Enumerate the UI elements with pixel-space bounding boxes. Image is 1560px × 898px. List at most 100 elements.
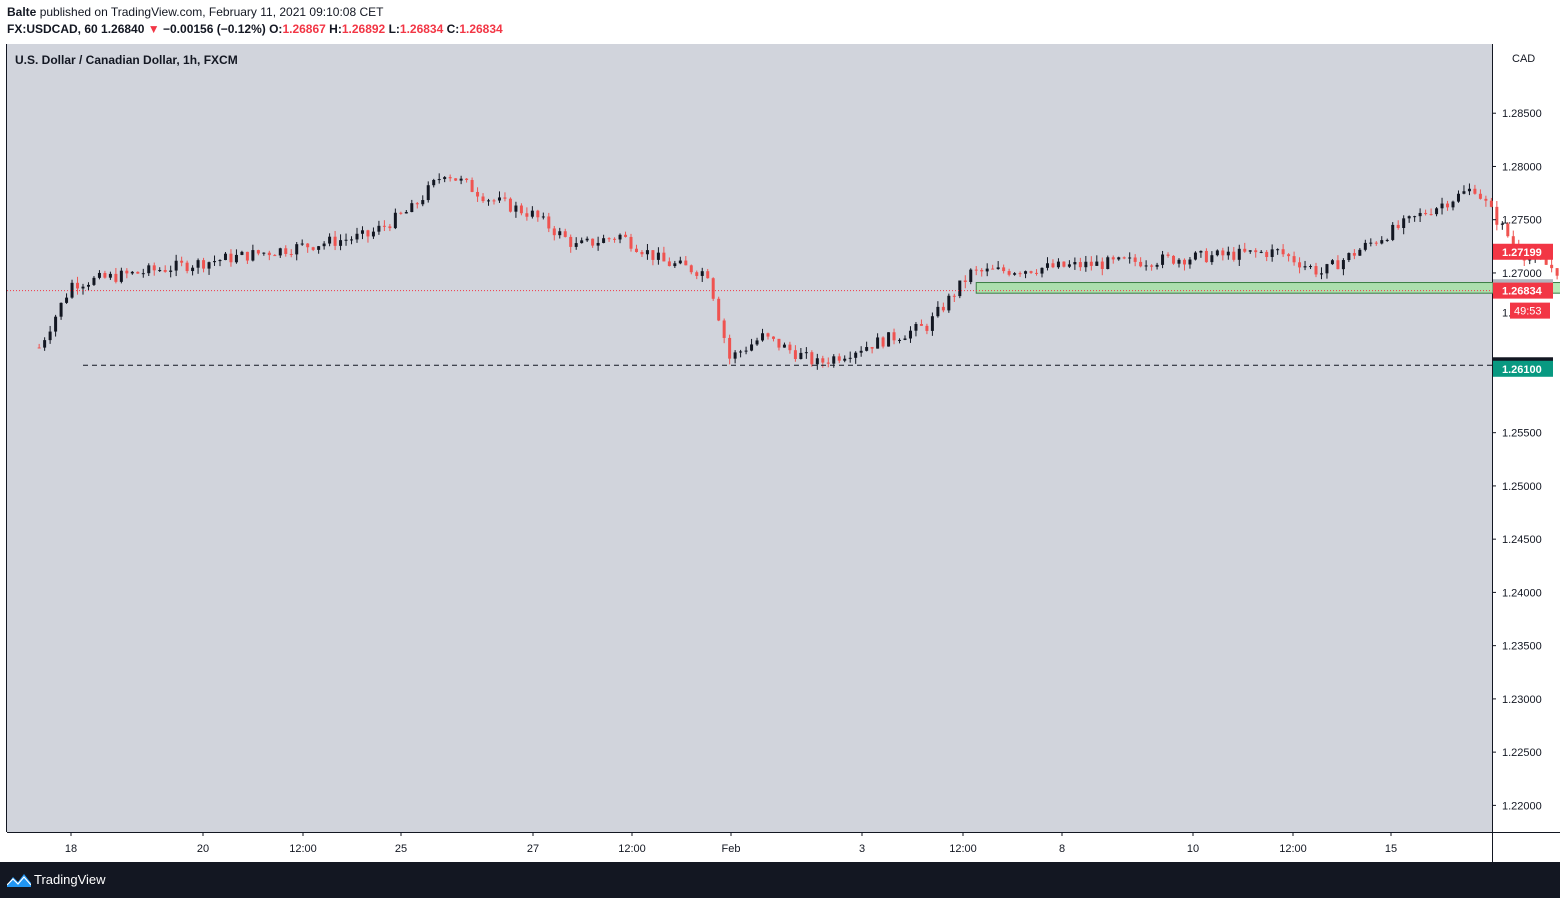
candle-body xyxy=(1413,216,1417,218)
chart-area[interactable]: 1.28500 1.28000 1.27500 1.27000 1.25500 1.250… xyxy=(0,44,1560,862)
candle-body xyxy=(1330,260,1334,265)
candle-body xyxy=(371,231,375,237)
candle-body xyxy=(1292,256,1296,263)
candle-body xyxy=(1100,261,1104,269)
candle xyxy=(245,251,249,264)
candle-body xyxy=(914,323,918,331)
candle xyxy=(371,227,375,239)
candle-body xyxy=(1402,218,1406,228)
candle xyxy=(174,254,178,277)
candle-body xyxy=(963,280,967,282)
candle-body xyxy=(1243,248,1247,252)
candle-body xyxy=(366,230,370,237)
x-tick-label: 12:00 xyxy=(289,843,317,855)
candle-body xyxy=(344,239,348,241)
candle-body xyxy=(426,185,430,201)
candle-body xyxy=(941,306,945,311)
candle-body xyxy=(1259,251,1263,253)
candle-body xyxy=(865,347,869,351)
candle-body xyxy=(558,231,562,236)
candle-body xyxy=(1358,249,1362,256)
candle-body xyxy=(1215,250,1219,256)
candle-body xyxy=(673,263,677,267)
tradingview-logo-icon[interactable] xyxy=(7,873,31,887)
candle xyxy=(1358,248,1362,256)
candle-body xyxy=(563,231,567,237)
candle-body xyxy=(974,269,978,271)
candle-body xyxy=(980,269,984,272)
candle xyxy=(1391,222,1395,242)
candle xyxy=(563,228,567,238)
price-chart[interactable]: 1.28500 1.28000 1.27500 1.27000 1.25500 1.250… xyxy=(0,44,1560,862)
candle xyxy=(865,341,869,352)
candle-body xyxy=(777,338,781,348)
candle-body xyxy=(1221,250,1225,256)
candle xyxy=(1336,255,1340,270)
candle-body xyxy=(86,284,90,287)
candle xyxy=(399,211,403,215)
candle xyxy=(141,268,145,278)
candle xyxy=(388,224,392,232)
candle-body xyxy=(667,261,671,267)
candle-body xyxy=(1309,266,1313,268)
candle xyxy=(1440,197,1444,215)
candle xyxy=(651,250,655,266)
candle-body xyxy=(43,340,47,348)
candle xyxy=(1451,200,1455,211)
candle-body xyxy=(1550,264,1554,269)
candle-body xyxy=(1188,259,1192,265)
candle xyxy=(256,249,260,256)
candle-body xyxy=(848,357,852,359)
candle xyxy=(333,230,337,251)
candle-body xyxy=(1341,260,1345,270)
candle xyxy=(662,246,666,262)
candle xyxy=(81,283,85,295)
candle-body xyxy=(651,250,655,260)
candle xyxy=(1456,190,1460,203)
x-tick-label: 15 xyxy=(1385,843,1397,855)
candle xyxy=(892,328,896,345)
y-tick-label: 1.28500 xyxy=(1502,108,1542,120)
candle-body xyxy=(448,177,452,179)
candle-body xyxy=(903,338,907,340)
candle xyxy=(1243,242,1247,253)
candle xyxy=(1078,257,1082,271)
candle xyxy=(761,328,765,342)
candle xyxy=(826,357,830,368)
candle-body xyxy=(1424,212,1428,215)
candle xyxy=(1500,221,1504,230)
candle-body xyxy=(678,260,682,264)
candle-body xyxy=(634,248,638,253)
candle xyxy=(876,333,880,349)
candle xyxy=(656,247,660,265)
candle-body xyxy=(1473,188,1477,194)
x-tick-label: 10 xyxy=(1187,843,1199,855)
candle-body xyxy=(1035,272,1039,274)
candle-body xyxy=(799,352,803,359)
y-tick-label-partial: 1. xyxy=(1502,307,1511,319)
candle-body xyxy=(1095,261,1099,266)
candle xyxy=(1106,255,1110,270)
candle-body xyxy=(881,337,885,347)
candle-body xyxy=(925,325,929,331)
candle-body xyxy=(1237,248,1241,260)
candle-body xyxy=(1462,191,1466,194)
candle xyxy=(700,267,704,282)
candle xyxy=(678,256,682,265)
candle xyxy=(1062,261,1066,268)
author-name[interactable]: Balte xyxy=(7,5,37,19)
candle xyxy=(1298,257,1302,274)
candle xyxy=(114,267,118,284)
candle-body xyxy=(1270,249,1274,258)
brand-name[interactable]: TradingView xyxy=(34,872,106,887)
candle xyxy=(1084,255,1088,272)
candle xyxy=(766,332,770,340)
candle-body xyxy=(267,252,271,256)
candle-body xyxy=(1193,252,1197,260)
ohlc-legend: FX:USDCAD, 60 1.26840 ▼ −0.00156 (−0.12%… xyxy=(7,22,503,36)
candle-body xyxy=(684,260,688,266)
candle xyxy=(130,271,134,275)
high-label: H: xyxy=(329,22,342,36)
candle xyxy=(684,256,688,266)
candle xyxy=(1002,264,1006,274)
